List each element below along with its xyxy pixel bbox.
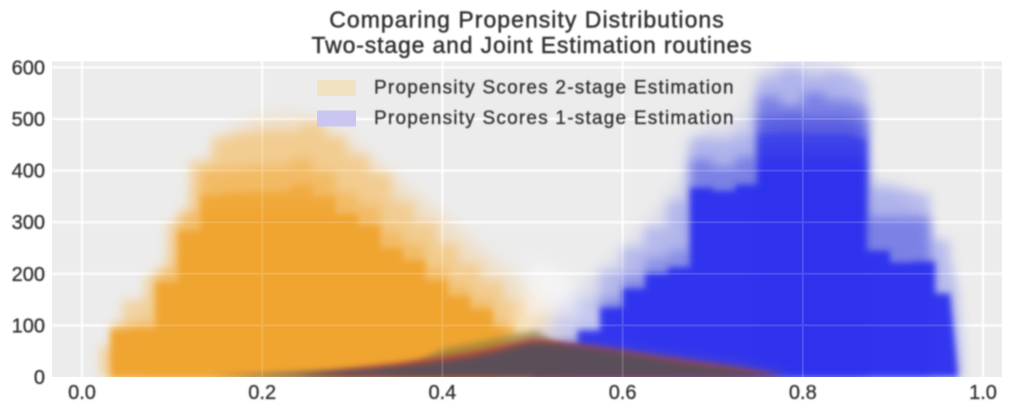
svg-text:0.0: 0.0 [68, 382, 96, 404]
svg-text:400: 400 [12, 161, 45, 183]
svg-text:0.4: 0.4 [428, 382, 456, 404]
svg-text:500: 500 [12, 109, 45, 131]
svg-text:Propensity Scores 2-stage Esti: Propensity Scores 2-stage Estimation [374, 78, 735, 99]
svg-text:200: 200 [12, 264, 45, 286]
svg-text:600: 600 [12, 57, 45, 79]
svg-text:300: 300 [12, 212, 45, 234]
svg-text:0.2: 0.2 [248, 382, 276, 404]
svg-text:1.0: 1.0 [969, 382, 997, 404]
svg-text:0: 0 [34, 367, 45, 389]
svg-text:Two-stage and Joint Estimation: Two-stage and Joint Estimation routines [312, 32, 753, 58]
svg-text:Comparing Propensity Distribut: Comparing Propensity Distributions [329, 7, 725, 33]
svg-text:0.8: 0.8 [789, 382, 817, 404]
svg-text:Propensity Scores 1-stage Esti: Propensity Scores 1-stage Estimation [374, 108, 735, 129]
svg-text:100: 100 [12, 315, 45, 337]
svg-text:0.6: 0.6 [609, 382, 637, 404]
